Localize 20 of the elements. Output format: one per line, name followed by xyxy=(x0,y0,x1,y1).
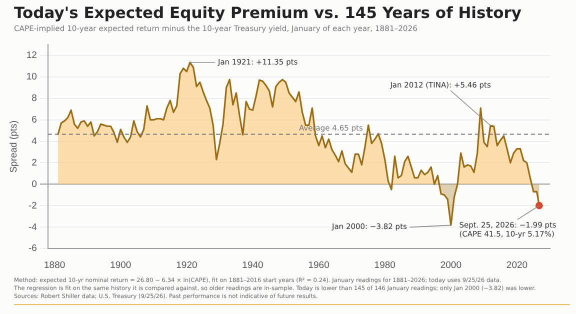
x-tick-label: 1880 xyxy=(44,260,66,271)
y-tick-label: 10 xyxy=(26,72,37,83)
y-tick-label: 8 xyxy=(32,92,37,104)
y-tick-label: 4 xyxy=(32,136,37,147)
x-tick-label: 2020 xyxy=(506,260,528,271)
y-axis-title: Spread (pts) xyxy=(8,120,20,173)
y-tick-label: 12 xyxy=(26,50,37,62)
x-tick-label: 1900 xyxy=(110,260,132,271)
x-tick-label: 1920 xyxy=(176,260,198,271)
x-tick-label: 1960 xyxy=(308,260,330,271)
y-tick-label: 6 xyxy=(32,114,37,126)
x-tick-label: 1980 xyxy=(374,260,396,271)
x-tick-label: 1940 xyxy=(242,260,264,271)
x-tick-label: 2000 xyxy=(440,260,462,271)
chart-title: Today's Expected Equity Premium vs. 145 Years of History xyxy=(14,4,522,22)
y-tick-label: -4 xyxy=(28,222,37,233)
y-tick-label: 0 xyxy=(32,178,37,190)
y-tick-label: -2 xyxy=(28,200,37,212)
y-tick-label: -6 xyxy=(28,243,37,254)
y-tick-label: 2 xyxy=(32,157,37,168)
